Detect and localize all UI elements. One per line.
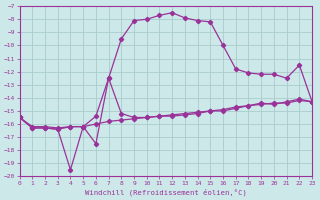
X-axis label: Windchill (Refroidissement éolien,°C): Windchill (Refroidissement éolien,°C) [85, 188, 247, 196]
